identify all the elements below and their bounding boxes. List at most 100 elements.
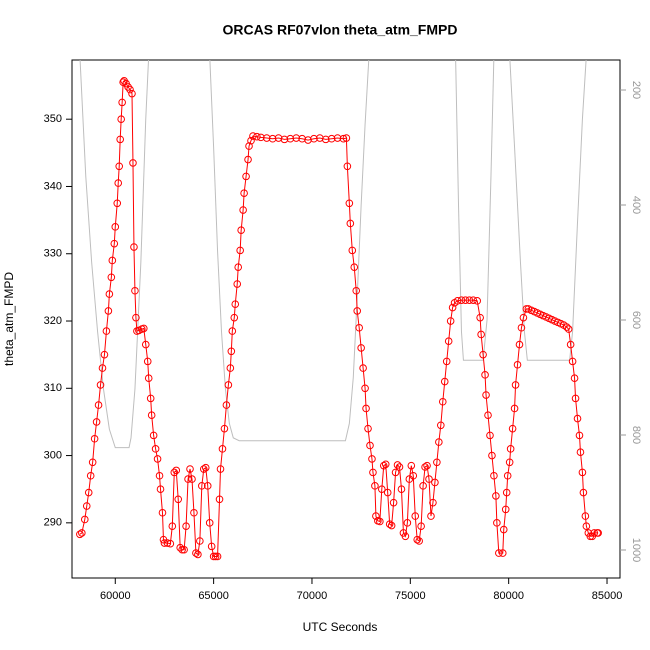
data-point [155, 471, 164, 480]
data-point [345, 199, 354, 208]
data-point [180, 545, 188, 554]
data-point [446, 317, 455, 325]
data-point [268, 134, 277, 143]
data-point [377, 485, 386, 494]
data-point [240, 189, 248, 197]
data-point [130, 243, 138, 251]
data-point [448, 303, 457, 312]
data-point [482, 391, 490, 399]
data-point [438, 397, 447, 406]
y-tick-label: 310 [44, 382, 62, 394]
data-point [431, 478, 439, 487]
data-point [224, 381, 233, 389]
data-point [515, 340, 524, 349]
data-point [578, 468, 587, 477]
data-point [128, 89, 136, 98]
data-point [184, 475, 192, 483]
data-point [205, 519, 214, 527]
data-point [409, 471, 418, 480]
data-point [355, 323, 363, 332]
data-point [582, 522, 591, 531]
data-point [376, 517, 384, 526]
data-point [371, 482, 379, 490]
data-point [425, 475, 433, 483]
data-point [429, 498, 437, 507]
data-point [379, 461, 388, 470]
data-point [440, 377, 449, 386]
data-point [444, 337, 453, 346]
data-point [178, 545, 186, 554]
data-point [114, 179, 123, 187]
data-point [359, 364, 367, 372]
data-point [126, 85, 134, 94]
data-point [562, 323, 571, 331]
data-point [188, 475, 196, 483]
data-point [216, 465, 225, 473]
data-point [249, 132, 257, 140]
data-point [139, 324, 148, 333]
data-point [168, 522, 177, 531]
y-tick-label: 340 [44, 180, 62, 192]
data-point [105, 290, 114, 298]
data-point [568, 357, 577, 366]
data-point [117, 115, 125, 123]
data-point [570, 374, 579, 383]
y2-tick-label: 400 [630, 196, 642, 214]
data-point [90, 434, 99, 443]
data-point [493, 519, 501, 527]
data-point [76, 530, 84, 539]
data-point [435, 438, 443, 446]
y-axis-label: theta_atm_FMPD [2, 272, 16, 366]
data-point [383, 488, 392, 497]
data-point [116, 135, 124, 144]
data-point [92, 418, 101, 426]
data-point [257, 133, 265, 142]
data-point [84, 488, 93, 497]
data-point [397, 485, 406, 494]
data-point [201, 463, 210, 472]
data-point [594, 529, 602, 537]
data-point [469, 296, 478, 304]
data-point [253, 132, 261, 141]
data-point [395, 463, 404, 471]
data-point [111, 223, 120, 231]
data-point [141, 340, 150, 349]
data-point [393, 461, 402, 469]
data-point [100, 350, 109, 359]
data-point [78, 529, 86, 537]
data-point [237, 226, 245, 234]
data-point [131, 286, 139, 295]
data-point [245, 142, 253, 150]
data-point [501, 505, 510, 514]
data-point [421, 463, 429, 471]
data-point [172, 466, 181, 475]
data-point [228, 327, 237, 335]
data-point [292, 134, 301, 142]
data-point [357, 344, 365, 352]
data-point [186, 465, 194, 473]
data-point [262, 134, 271, 142]
data-point [156, 485, 165, 494]
data-point [575, 431, 584, 440]
data-point [506, 445, 515, 453]
data-point [364, 424, 372, 433]
data-point [231, 300, 240, 309]
plot-area [76, 60, 602, 561]
data-point [230, 313, 239, 322]
plot-frame [71, 59, 621, 579]
data-point [465, 296, 474, 304]
data-point [110, 239, 119, 248]
data-point [372, 512, 380, 520]
data-point [310, 134, 318, 143]
data-point [233, 280, 242, 288]
data-point [144, 374, 153, 383]
y2-tick-label: 800 [630, 426, 642, 444]
data-point [346, 219, 355, 228]
data-point [498, 549, 507, 557]
data-point [571, 394, 580, 403]
x-tick-label: 60000 [100, 590, 131, 602]
data-point [215, 495, 224, 504]
data-point [286, 134, 295, 143]
data-point [579, 488, 588, 497]
data-point [513, 360, 522, 369]
